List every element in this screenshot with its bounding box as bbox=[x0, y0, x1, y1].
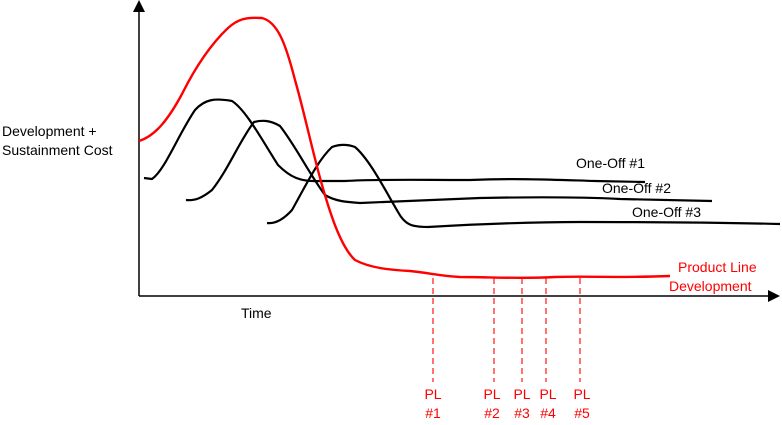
one-off-3-curve bbox=[266, 143, 781, 229]
one-off-1-label: One-Off #1 bbox=[576, 155, 645, 171]
pl-2-label-line1: PL bbox=[483, 386, 500, 402]
pl-3-label-line1: PL bbox=[513, 386, 530, 402]
product-line-label-line1: Product Line bbox=[678, 259, 757, 275]
pl-3-label-line2: #3 bbox=[514, 405, 530, 421]
one-off-1-curve bbox=[143, 98, 646, 184]
pl-2-label-line2: #2 bbox=[484, 405, 500, 421]
pl-1-label-line2: #1 bbox=[425, 405, 441, 421]
pl-4-label-line1: PL bbox=[539, 386, 556, 402]
x-axis-label: Time bbox=[241, 305, 272, 321]
product-line-label-line2: Development bbox=[669, 278, 752, 294]
pl-5-label-line2: #5 bbox=[574, 405, 590, 421]
one-off-2-label: One-Off #2 bbox=[602, 180, 671, 196]
one-off-2-curve bbox=[185, 119, 713, 205]
pl-marker-lines bbox=[432, 278, 581, 382]
pl-1-label-line1: PL bbox=[424, 386, 441, 402]
one-off-3-label: One-Off #3 bbox=[632, 204, 701, 220]
pl-4-label-line2: #4 bbox=[540, 405, 556, 421]
pl-5-label-line1: PL bbox=[573, 386, 590, 402]
y-axis-label-line2: Sustainment Cost bbox=[2, 142, 113, 158]
y-axis-label-line1: Development + bbox=[2, 123, 97, 139]
product-line-curve bbox=[138, 16, 671, 280]
